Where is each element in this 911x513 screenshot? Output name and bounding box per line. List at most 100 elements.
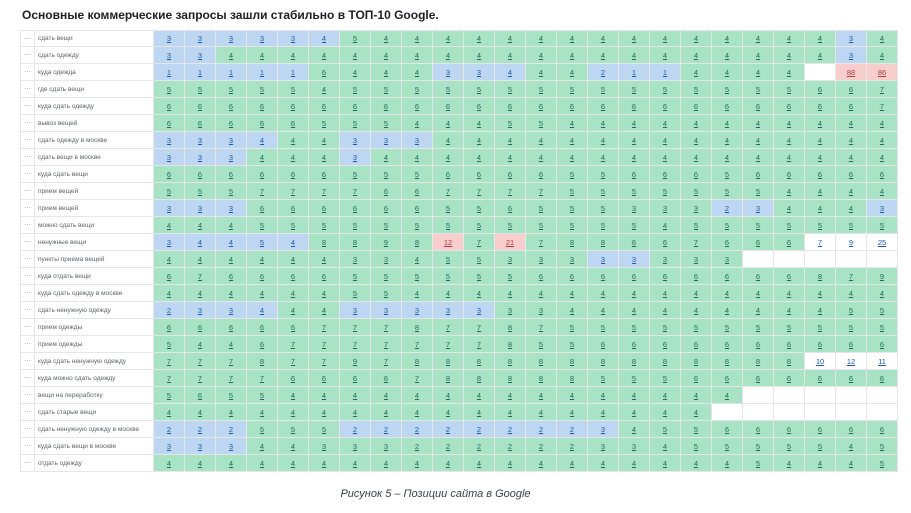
position-cell[interactable]: 6	[743, 370, 774, 387]
position-cell[interactable]: 6	[774, 421, 805, 438]
position-cell[interactable]: 4	[743, 30, 774, 47]
position-cell[interactable]: 3	[650, 200, 681, 217]
position-value[interactable]: 4	[600, 50, 606, 60]
position-value[interactable]: 6	[414, 101, 420, 111]
position-cell[interactable]: 8	[619, 353, 650, 370]
position-cell[interactable]: 7	[154, 370, 185, 387]
position-cell[interactable]: 3	[867, 200, 898, 217]
position-value[interactable]: 6	[693, 373, 699, 383]
position-cell[interactable]: 4	[774, 132, 805, 149]
position-cell[interactable]: 4	[650, 285, 681, 302]
position-value[interactable]: 5	[321, 220, 327, 230]
position-cell[interactable]: 7	[867, 81, 898, 98]
position-value[interactable]: 6	[321, 101, 327, 111]
position-value[interactable]: 5	[383, 84, 389, 94]
position-cell[interactable]: 4	[247, 455, 278, 472]
position-value[interactable]: 4	[507, 407, 513, 417]
position-value[interactable]: 7	[290, 339, 296, 349]
position-cell[interactable]: 4	[371, 30, 402, 47]
position-value[interactable]: 6	[383, 203, 389, 213]
position-value[interactable]: 4	[817, 186, 823, 196]
position-value[interactable]: 5	[755, 220, 761, 230]
position-cell[interactable]: 4	[650, 217, 681, 234]
position-value[interactable]: 4	[693, 118, 699, 128]
position-cell[interactable]: 5	[154, 336, 185, 353]
position-cell[interactable]: 7	[340, 336, 371, 353]
position-cell[interactable]: 5	[774, 319, 805, 336]
position-cell[interactable]: 4	[743, 64, 774, 81]
position-value[interactable]: 4	[879, 50, 885, 60]
position-cell[interactable]: 3	[154, 438, 185, 455]
position-value[interactable]: 4	[414, 118, 420, 128]
position-cell[interactable]: 4	[588, 387, 619, 404]
position-cell[interactable]: 7	[185, 370, 216, 387]
position-value[interactable]: 4	[538, 67, 544, 77]
position-value[interactable]: 6	[383, 101, 389, 111]
position-cell[interactable]: 4	[712, 302, 743, 319]
position-cell[interactable]: 6	[650, 234, 681, 251]
position-value[interactable]: 5	[538, 84, 544, 94]
position-cell[interactable]: 4	[464, 455, 495, 472]
position-cell[interactable]: 4	[247, 132, 278, 149]
position-cell[interactable]: 10	[805, 353, 836, 370]
position-value[interactable]: 3	[166, 203, 172, 213]
position-value[interactable]: 5	[786, 322, 792, 332]
position-value[interactable]: 8	[414, 237, 420, 247]
position-cell[interactable]: 4	[371, 387, 402, 404]
position-value[interactable]: 6	[631, 339, 637, 349]
position-cell[interactable]: 5	[216, 81, 247, 98]
position-value[interactable]: 6	[383, 373, 389, 383]
position-cell[interactable]: 7	[526, 183, 557, 200]
position-value[interactable]: 6	[352, 373, 358, 383]
position-value[interactable]: 4	[197, 458, 203, 468]
position-value[interactable]: 5	[321, 424, 327, 434]
position-value[interactable]: 6	[631, 271, 637, 281]
position-cell[interactable]: 8	[340, 234, 371, 251]
position-cell[interactable]: 6	[805, 370, 836, 387]
position-value[interactable]: 1	[631, 67, 637, 77]
position-cell[interactable]: 6	[712, 370, 743, 387]
position-value[interactable]: 10	[815, 356, 825, 366]
position-cell[interactable]: 5	[278, 421, 309, 438]
position-cell[interactable]: 5	[247, 387, 278, 404]
position-value[interactable]: 6	[414, 186, 420, 196]
position-cell[interactable]: 6	[805, 98, 836, 115]
position-value[interactable]: 4	[600, 305, 606, 315]
position-cell[interactable]: 2	[526, 438, 557, 455]
position-value[interactable]: 4	[755, 50, 761, 60]
position-cell[interactable]: 6	[278, 370, 309, 387]
row-menu-button[interactable]: ⋯	[20, 370, 35, 387]
position-value[interactable]: 5	[693, 441, 699, 451]
position-cell[interactable]: 9	[867, 268, 898, 285]
position-cell[interactable]: 7	[464, 319, 495, 336]
position-cell[interactable]: 1	[278, 64, 309, 81]
row-menu-button[interactable]: ⋯	[20, 302, 35, 319]
position-cell[interactable]: 4	[495, 455, 526, 472]
position-value[interactable]: 3	[228, 203, 234, 213]
position-cell[interactable]: 4	[402, 30, 433, 47]
position-cell[interactable]: 3	[650, 251, 681, 268]
position-value[interactable]: 8	[445, 356, 451, 366]
position-value[interactable]: 3	[166, 152, 172, 162]
position-value[interactable]: 8	[321, 237, 327, 247]
position-value[interactable]: 5	[724, 220, 730, 230]
position-cell[interactable]: 8	[495, 336, 526, 353]
position-value[interactable]: 4	[538, 288, 544, 298]
position-value[interactable]: 2	[507, 424, 513, 434]
position-cell[interactable]: 3	[836, 47, 867, 64]
position-cell[interactable]: 4	[278, 387, 309, 404]
position-value[interactable]: 4	[197, 339, 203, 349]
position-cell[interactable]: 4	[805, 47, 836, 64]
position-value[interactable]: 7	[228, 356, 234, 366]
position-cell[interactable]: 4	[805, 302, 836, 319]
position-value[interactable]: 4	[786, 118, 792, 128]
position-cell[interactable]: 5	[805, 319, 836, 336]
position-value[interactable]: 6	[631, 237, 637, 247]
position-value[interactable]: 4	[786, 203, 792, 213]
position-cell[interactable]: 4	[681, 47, 712, 64]
position-value[interactable]: 6	[848, 101, 854, 111]
position-cell[interactable]: 5	[774, 81, 805, 98]
position-value[interactable]: 4	[786, 152, 792, 162]
position-cell[interactable]: 4	[216, 47, 247, 64]
position-value[interactable]: 6	[290, 271, 296, 281]
